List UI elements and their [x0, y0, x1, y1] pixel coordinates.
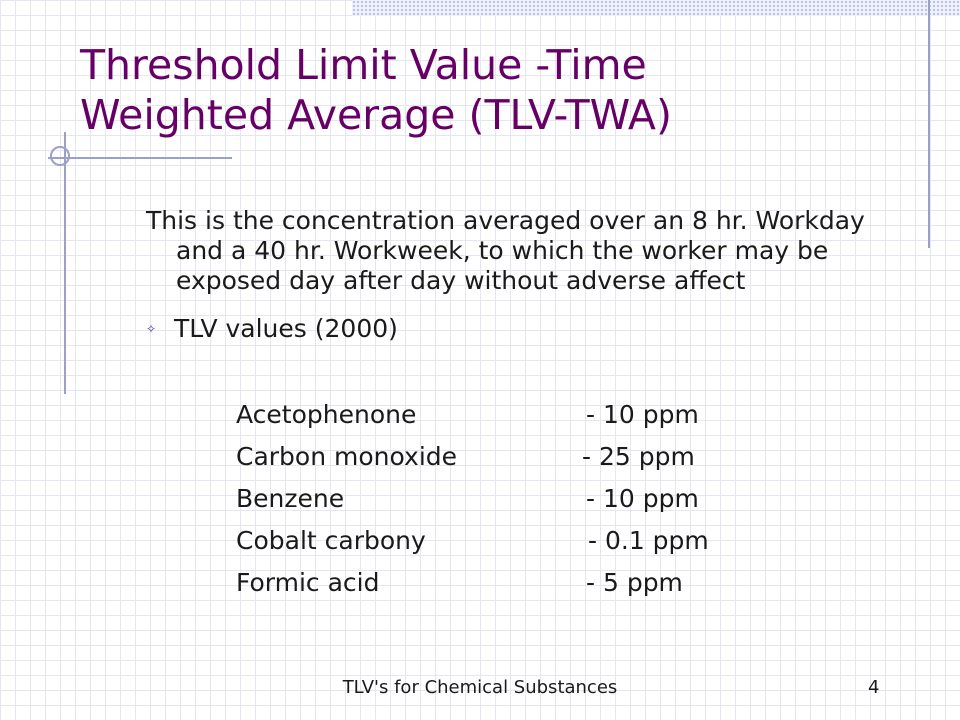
bullet-item: ✧ TLV values (2000): [146, 314, 866, 344]
description-paragraph: This is the concentration averaged over …: [146, 206, 865, 295]
bullet-label: TLV values (2000): [174, 314, 398, 343]
footer-text: TLV's for Chemical Substances: [342, 677, 618, 698]
page-number: 4: [868, 677, 880, 698]
substance-name: Benzene: [236, 484, 345, 513]
tlv-value: - 10 ppm: [586, 484, 699, 513]
substance-name: Formic acid: [236, 568, 380, 597]
diamond-bullet-icon: ✧: [146, 322, 157, 336]
slide-title: Threshold Limit Value -Time Weighted Ave…: [80, 40, 900, 140]
title-line-2: Weighted Average (TLV-TWA): [80, 91, 672, 139]
circle-decoration: [50, 146, 70, 166]
substance-name: Carbon monoxide: [236, 442, 458, 471]
tlv-value: - 5 ppm: [586, 568, 683, 597]
top-decorative-bar: [352, 0, 960, 16]
slide-body: This is the concentration averaged over …: [146, 206, 866, 344]
tlv-value: - 25 ppm: [582, 442, 695, 471]
right-decorative-line: [928, 0, 930, 248]
title-underline-decoration: [48, 157, 232, 159]
tlv-value: - 0.1 ppm: [588, 526, 709, 555]
tlv-value: - 10 ppm: [586, 400, 699, 429]
substance-name: Acetophenone: [236, 400, 417, 429]
left-decorative-line: [64, 132, 66, 394]
title-line-1: Threshold Limit Value -Time: [80, 41, 647, 89]
substance-name: Cobalt carbony: [236, 526, 426, 555]
